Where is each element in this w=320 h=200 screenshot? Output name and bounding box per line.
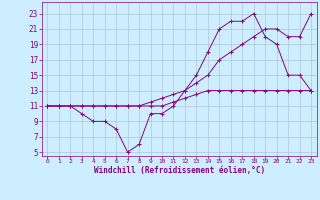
X-axis label: Windchill (Refroidissement éolien,°C): Windchill (Refroidissement éolien,°C) xyxy=(94,166,265,175)
